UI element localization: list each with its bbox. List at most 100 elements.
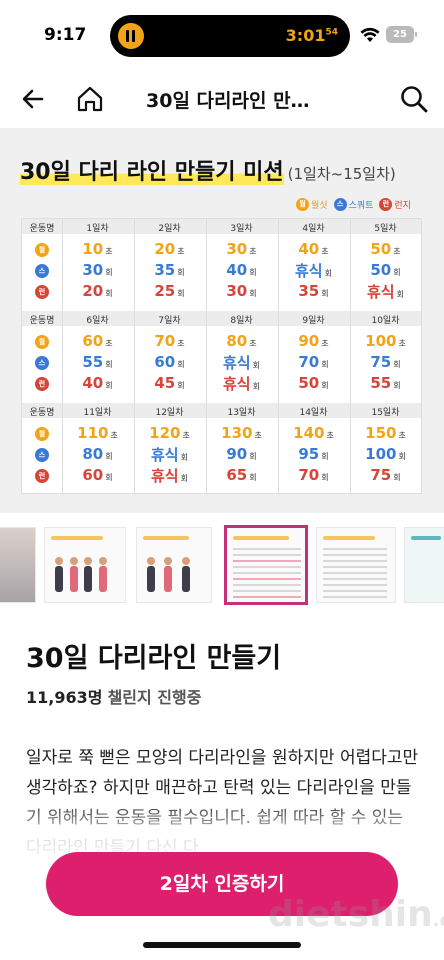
mission-image[interactable]: 30일 다리 라인 만들기 미션 (1일차~15일차) 월 월싯 스 스쿼트 런 런지 운동… [0,128,444,513]
thumbnail[interactable] [316,527,396,603]
cell-unit: 회 [105,268,113,277]
thumbnail[interactable] [136,527,212,603]
table-cell: 휴식 회 [134,465,205,486]
cell-value: 50 [370,261,392,279]
column-divider [350,311,351,403]
thumbnail-heading [233,536,289,540]
cell-value: 65 [226,466,248,484]
cell-unit: 회 [321,360,329,369]
table-header-row [22,219,421,234]
legend-mark: 스 [333,198,347,211]
legend-label: 스쿼트 [348,201,374,211]
day-header: 13일차 [227,408,256,418]
cell-unit: 초 [321,339,329,348]
table-cell: 35 회 [278,281,349,300]
certify-button[interactable]: 2일차 인증하기 [46,852,398,916]
cell-value: 30 [226,240,248,258]
legend: 월 월싯 스 스쿼트 런 런지 [296,198,411,211]
cell-value: 휴식 [223,354,251,372]
table-cell: 110 초 [62,423,133,442]
column-divider [350,403,351,495]
table-cell: 60 회 [134,352,205,371]
cell-value: 40 [82,374,104,392]
watermark-suffix: .com [432,910,444,931]
wifi-icon [360,27,380,42]
exercise-figure [181,557,190,592]
cell-value: 60 [82,466,104,484]
thumbnail-heading [143,536,189,540]
thumbnail-table-line [323,572,387,574]
cell-unit: 회 [180,453,188,462]
cell-value: 45 [154,374,176,392]
table-cell: 50 회 [278,373,349,392]
table-cell: 90 회 [206,444,277,463]
exercise-mark: 월 [35,243,49,257]
row-header: 운동명 [29,224,55,234]
cell-unit: 회 [177,360,185,369]
thumbnail-table-line [233,596,301,598]
mission-title-range: (1일차~15일차) [287,165,396,183]
day-header: 2일차 [158,224,181,234]
thumbnail[interactable] [0,527,36,603]
day-header: 4일차 [302,224,325,234]
table-cell: 10 초 [62,239,133,258]
exercise-mark: 월 [35,427,49,441]
table-cell: 휴식 회 [134,444,205,465]
cell-value: 휴식 [151,467,179,485]
table-cell: 90 초 [278,331,349,350]
legend-label: 월싯 [311,201,328,211]
table-cell: 25 회 [134,281,205,300]
thumbnail-heading [323,536,375,540]
table-cell: 130 초 [206,423,277,442]
day-header: 7일차 [158,316,181,326]
thumbnail-table-line [323,578,387,580]
home-icon[interactable] [74,83,106,115]
table-cell: 80 초 [206,331,277,350]
timer-seconds: 54 [325,27,338,38]
cell-unit: 초 [326,431,334,440]
cell-value: 90 [226,445,248,463]
column-divider [62,311,63,403]
table-cell: 휴식 회 [206,352,277,373]
thumbnail-heading [51,536,103,540]
cell-unit: 초 [398,431,406,440]
cell-value: 20 [154,240,176,258]
exercise-mark: 스 [35,448,49,462]
table-cell: 50 회 [350,260,421,279]
cell-value: 140 [293,424,325,442]
exercise-figure [98,557,107,592]
column-divider [278,403,279,495]
cell-unit: 초 [321,247,329,256]
search-icon[interactable] [398,83,430,115]
cell-unit: 초 [177,339,185,348]
nav-bar: 30일 다리라인 만… [0,70,444,128]
thumbnail-table-line [323,584,387,586]
cell-unit: 회 [324,269,332,278]
dynamic-island[interactable]: 3:0154 [110,15,350,57]
thumbnail[interactable] [44,527,126,603]
cell-value: 90 [298,332,320,350]
thumbnail[interactable] [404,527,444,603]
cell-value: 35 [298,282,320,300]
exercise-figure [69,557,78,592]
image-thumbnails[interactable] [0,521,444,607]
thumbnail-selected[interactable] [224,525,308,605]
back-arrow-icon[interactable] [18,84,48,114]
exercise-figure [84,557,92,592]
cell-unit: 회 [396,290,404,299]
timer-readout: 3:0154 [286,26,338,45]
table-cell: 100 회 [350,444,421,463]
cell-value: 60 [154,353,176,371]
day-header: 6일차 [86,316,109,326]
table-cell: 65 회 [206,465,277,484]
thumbnail-table-line [233,566,301,568]
table-cell: 20 초 [134,239,205,258]
legend-item-sprint: 스 스쿼트 [333,198,374,211]
cell-unit: 회 [252,361,260,370]
cell-value: 100 [365,445,397,463]
home-indicator[interactable] [143,942,301,948]
table-cell: 40 회 [206,260,277,279]
thumbnail-table-line [233,584,301,586]
thumbnail-table-line [323,566,387,568]
table-cell: 140 초 [278,423,349,442]
